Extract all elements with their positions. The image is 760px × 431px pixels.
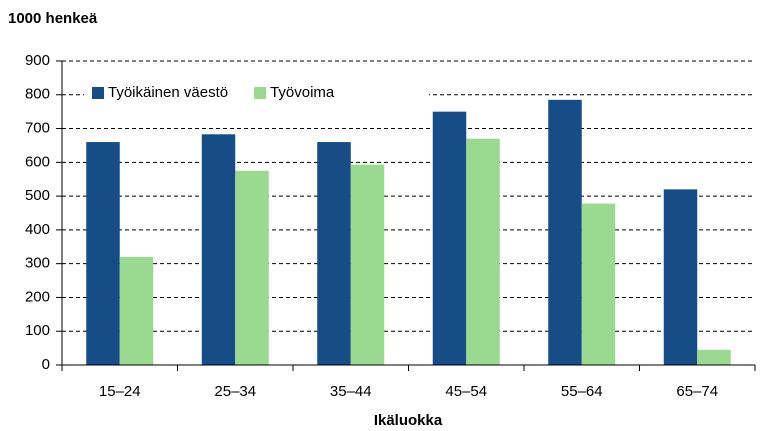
y-tick-label: 0: [42, 356, 50, 373]
legend-swatch: [254, 87, 267, 99]
y-tick-label: 100: [25, 322, 50, 339]
bar: [317, 142, 351, 365]
x-tick-label: 15–24: [99, 383, 141, 400]
x-axis-title: Ikäluokka: [374, 412, 443, 429]
bar: [86, 142, 120, 365]
legend-label: Työvoima: [270, 84, 335, 101]
y-tick-label: 200: [25, 288, 50, 305]
bar: [119, 256, 154, 365]
y-axis-title: 1000 henkeä: [8, 10, 98, 27]
y-tick-label: 800: [25, 86, 50, 103]
y-tick-label: 600: [25, 153, 50, 170]
x-tick-label: 35–44: [330, 383, 372, 400]
y-tick-label: 700: [25, 120, 50, 137]
y-tick-label: 300: [25, 255, 50, 272]
y-tick-label: 400: [25, 221, 50, 238]
bar: [581, 203, 616, 365]
bar: [235, 170, 269, 365]
bar: [697, 349, 731, 365]
bar: [350, 164, 385, 365]
legend-swatch: [92, 87, 104, 99]
bar: [548, 99, 582, 365]
x-tick-label: 45–54: [445, 383, 487, 400]
bar: [201, 134, 236, 365]
x-tick-label: 65–74: [676, 383, 718, 400]
x-tick-label: 25–34: [214, 383, 256, 400]
x-tick-label: 55–64: [561, 383, 603, 400]
bar: [466, 138, 500, 365]
bar: [663, 189, 698, 365]
legend-label: Työikäinen väestö: [108, 84, 228, 101]
bar: [432, 111, 467, 366]
y-tick-label: 900: [25, 52, 50, 69]
y-tick-label: 500: [25, 187, 50, 204]
